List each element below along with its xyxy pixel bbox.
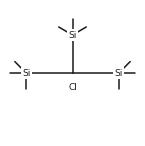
Text: Si: Si <box>68 31 77 40</box>
Text: Cl: Cl <box>68 83 77 92</box>
Text: Si: Si <box>115 68 123 78</box>
Text: Si: Si <box>22 68 30 78</box>
